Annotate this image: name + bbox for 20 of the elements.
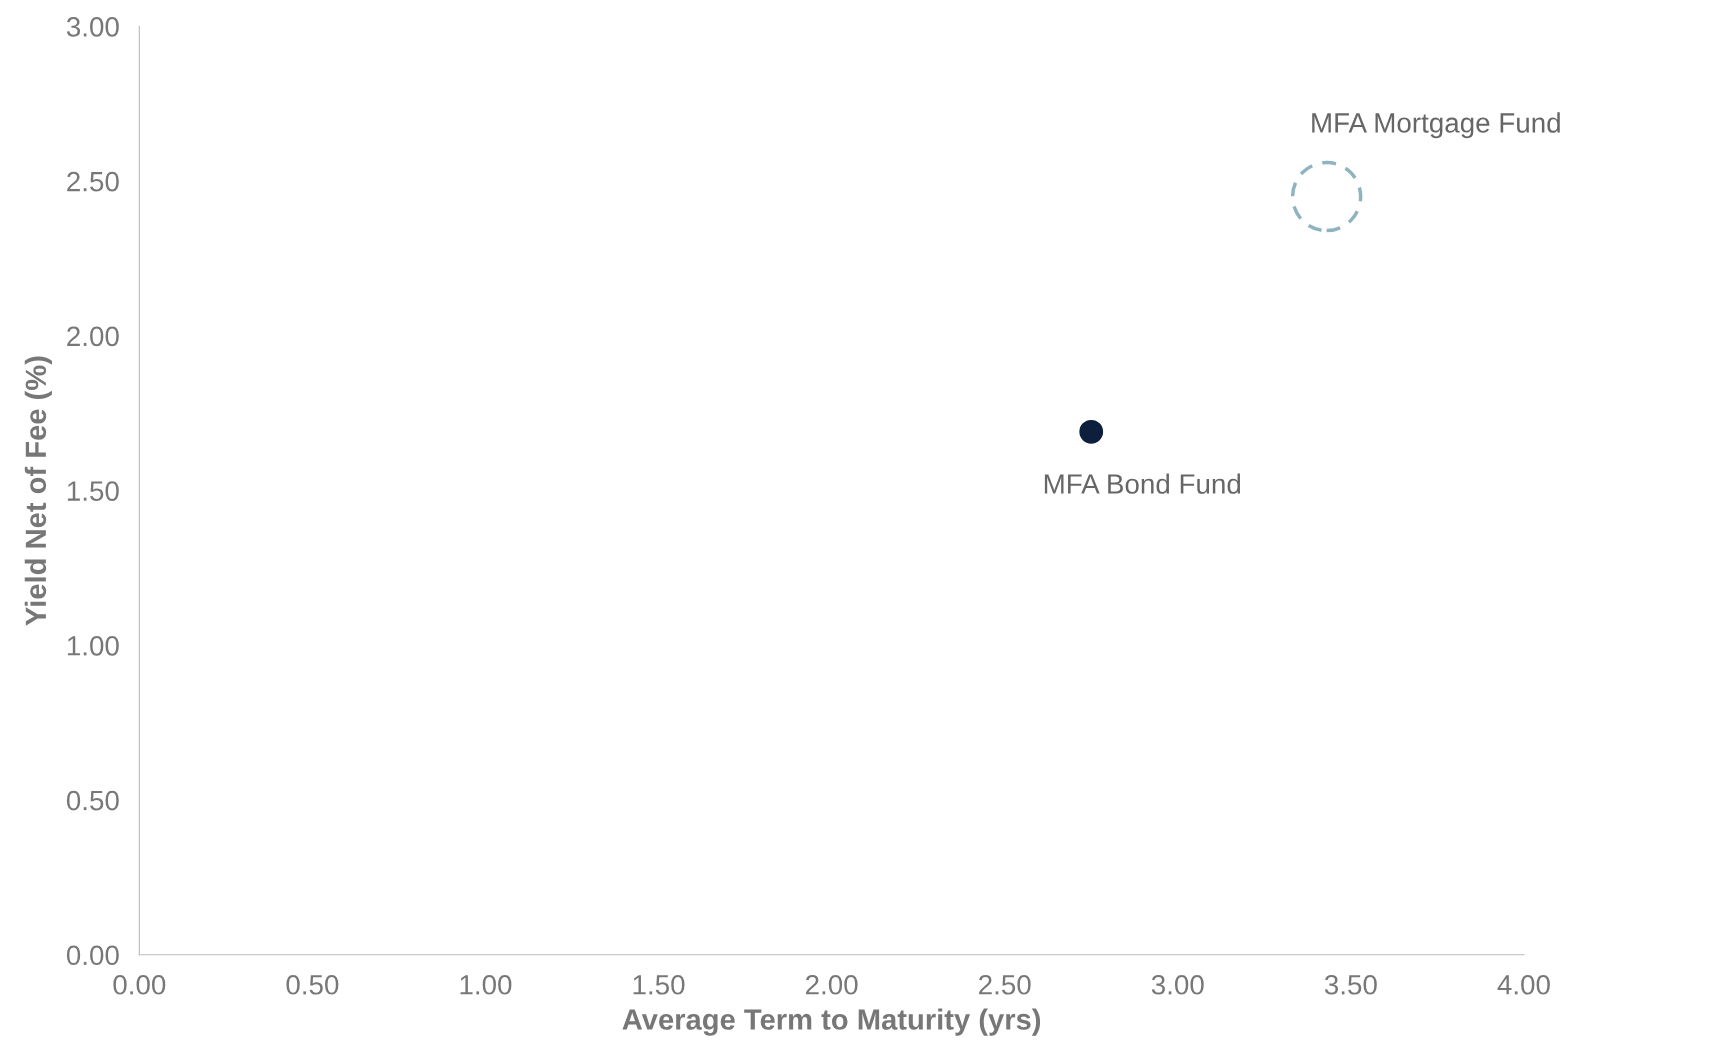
- x-tick-label: 2.00: [805, 974, 858, 995]
- y-tick-label: 3.00: [66, 17, 119, 37]
- series-label: MFA Bond Fund: [1044, 473, 1241, 494]
- y-tick-label: 2.50: [67, 171, 119, 192]
- y-axis-title: Yield Net of Fee (%): [24, 356, 52, 626]
- y-tick-label: 1.00: [67, 635, 119, 656]
- x-tick-label: 3.00: [1151, 974, 1204, 995]
- y-tick-label: 0.50: [66, 790, 119, 811]
- series-label: MFA Mortgage Fund: [1312, 112, 1560, 139]
- x-tick-label: 0.50: [286, 974, 339, 995]
- y-tick-label: 1.50: [67, 481, 119, 501]
- x-tick-label: 3.50: [1324, 974, 1377, 995]
- x-tick-label: 4.00: [1497, 974, 1550, 995]
- y-tick-label: 2.00: [67, 326, 119, 347]
- y-tick-label: 0.00: [66, 945, 119, 966]
- x-tick-label: 0.00: [113, 974, 166, 995]
- x-tick-label: 1.00: [460, 974, 512, 995]
- x-axis-title: Average Term to Maturity (yrs): [622, 1008, 1041, 1036]
- x-tick-label: 1.50: [633, 974, 685, 995]
- x-tick-label: 2.50: [979, 974, 1031, 995]
